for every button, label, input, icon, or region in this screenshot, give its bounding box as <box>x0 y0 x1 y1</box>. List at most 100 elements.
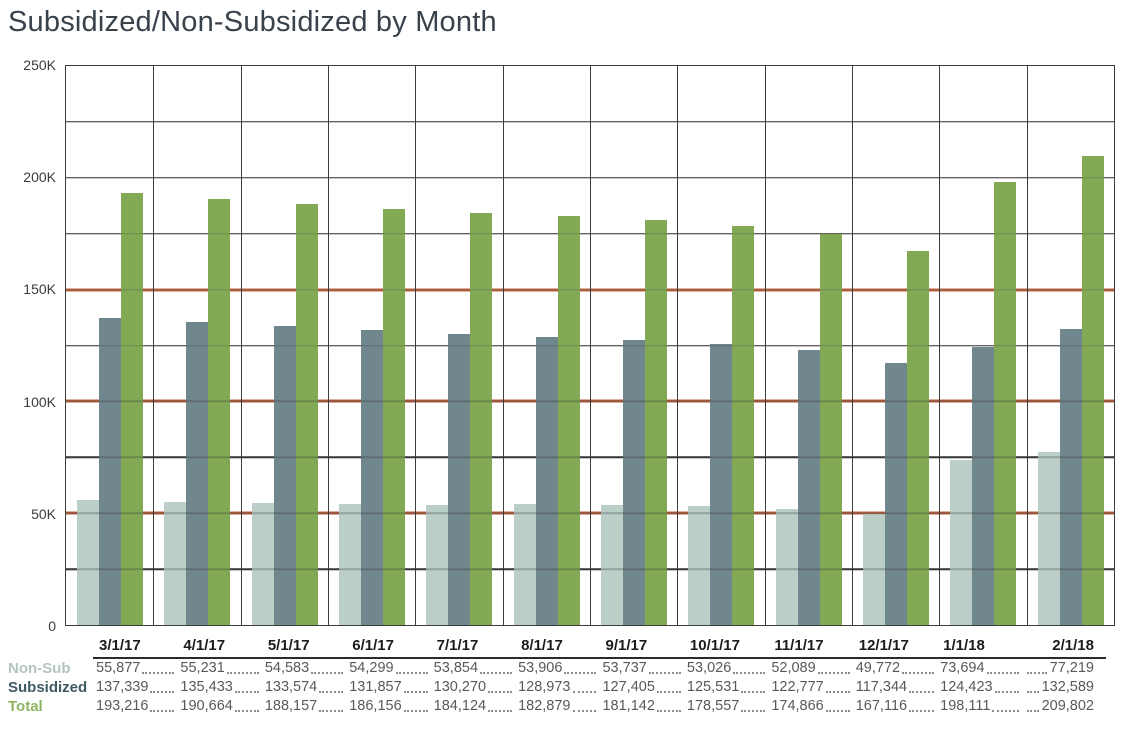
table-value-text: 128,973 <box>518 679 571 695</box>
leader-dots <box>902 672 935 674</box>
table-value-total-3-1-17: 193,216 <box>93 697 177 716</box>
table-value-text: 182,879 <box>518 698 571 714</box>
bar-total-8-1-17[interactable] <box>557 216 580 625</box>
leader-dots <box>488 710 513 712</box>
x-axis-label-10-1-17: 10/1/17 <box>683 637 769 659</box>
bar-total-12-1-17[interactable] <box>907 251 930 625</box>
table-value-subsidized-7-1-17: 130,270 <box>431 678 515 697</box>
data-table: 3/1/17 4/1/17 5/1/17 6/1/17 7/1/17 8/1/17 9/1/… <box>0 637 1106 716</box>
bar-non-sub-4-1-17[interactable] <box>164 501 187 625</box>
table-value-text: 130,270 <box>433 679 487 695</box>
bar-total-2-1-18[interactable] <box>1081 155 1104 625</box>
bar-subsidized-12-1-17[interactable] <box>885 362 908 625</box>
x-axis-label-9-1-17: 9/1/17 <box>599 637 684 659</box>
month-column-5/1/17 <box>240 66 328 625</box>
table-value-text: 188,157 <box>264 698 318 714</box>
chart-title: Subsidized/Non-Subsidized by Month <box>8 6 497 38</box>
table-value-subsidized-2-1-18: 132,589 <box>1022 678 1106 697</box>
bar-total-3-1-17[interactable] <box>120 192 143 625</box>
leader-dots <box>403 691 428 693</box>
table-value-non-sub-8-1-17: 53,906 <box>515 659 599 678</box>
bar-non-sub-12-1-17[interactable] <box>863 513 886 625</box>
bar-total-10-1-17[interactable] <box>732 225 755 625</box>
bar-total-7-1-17[interactable] <box>470 213 493 625</box>
month-column-11/1/17 <box>764 66 852 625</box>
table-value-non-sub-9-1-17: 53,737 <box>599 659 683 678</box>
bar-subsidized-3-1-17[interactable] <box>98 317 121 625</box>
leader-dots <box>319 710 344 712</box>
leader-dots <box>909 710 935 712</box>
leader-dots <box>656 710 681 712</box>
plot-area <box>65 65 1115 626</box>
leader-dots <box>150 691 175 693</box>
bar-subsidized-1-1-18[interactable] <box>972 346 995 625</box>
bar-subsidized-7-1-17[interactable] <box>448 333 471 625</box>
bar-total-11-1-17[interactable] <box>819 234 842 625</box>
bar-non-sub-6-1-17[interactable] <box>339 503 362 625</box>
table-value-text: 132,589 <box>1041 679 1094 695</box>
table-value-text: 167,116 <box>855 698 908 714</box>
leader-dots <box>572 710 597 712</box>
x-axis-label-5-1-17: 5/1/17 <box>261 637 347 659</box>
bar-subsidized-9-1-17[interactable] <box>623 340 646 625</box>
bar-total-5-1-17[interactable] <box>295 204 318 625</box>
table-value-total-2-1-18: 209,802 <box>1022 697 1106 716</box>
table-value-text: 55,877 <box>96 660 141 676</box>
bar-subsidized-4-1-17[interactable] <box>186 322 209 625</box>
table-value-subsidized-3-1-17: 137,339 <box>93 678 177 697</box>
table-value-non-sub-6-1-17: 54,299 <box>346 659 430 678</box>
bar-non-sub-9-1-17[interactable] <box>601 504 624 625</box>
table-value-total-12-1-17: 167,116 <box>853 697 937 716</box>
bar-non-sub-7-1-17[interactable] <box>426 504 449 625</box>
table-value-non-sub-4-1-17: 55,231 <box>177 659 261 678</box>
bar-subsidized-11-1-17[interactable] <box>797 350 820 625</box>
leader-dots <box>480 672 513 674</box>
leader-dots <box>825 710 850 712</box>
bar-total-4-1-17[interactable] <box>208 198 231 625</box>
y-axis-tick-250K: 250K <box>23 57 56 73</box>
leader-dots <box>1026 710 1039 712</box>
table-value-text: 178,557 <box>686 698 740 714</box>
table-value-text: 184,124 <box>433 698 487 714</box>
leader-dots <box>234 710 259 712</box>
bar-non-sub-1-1-18[interactable] <box>950 460 973 625</box>
bar-subsidized-2-1-18[interactable] <box>1059 328 1082 625</box>
table-value-text: 135,433 <box>180 679 233 695</box>
leader-dots <box>656 691 681 693</box>
table-value-text: 127,405 <box>602 679 655 695</box>
table-row-label-total: Total <box>8 698 43 715</box>
bar-total-6-1-17[interactable] <box>383 208 406 625</box>
bar-non-sub-10-1-17[interactable] <box>688 506 711 625</box>
bar-non-sub-3-1-17[interactable] <box>76 500 99 625</box>
table-value-subsidized-10-1-17: 125,531 <box>684 678 768 697</box>
bar-non-sub-2-1-18[interactable] <box>1037 452 1060 625</box>
bar-subsidized-6-1-17[interactable] <box>361 330 384 625</box>
table-value-subsidized-9-1-17: 127,405 <box>599 678 683 697</box>
bar-non-sub-8-1-17[interactable] <box>513 504 536 625</box>
x-axis-label-1-1-18: 1/1/18 <box>937 637 1022 659</box>
table-value-text: 55,231 <box>180 660 225 676</box>
bar-subsidized-8-1-17[interactable] <box>535 336 558 625</box>
table-value-text: 193,216 <box>96 698 149 714</box>
y-axis-tick-200K: 200K <box>23 169 56 186</box>
bar-subsidized-5-1-17[interactable] <box>273 326 296 625</box>
x-axis-label-3-1-17: 3/1/17 <box>93 637 178 659</box>
table-value-text: 122,777 <box>771 679 824 695</box>
bar-non-sub-11-1-17[interactable] <box>775 508 798 625</box>
x-axis-label-6-1-17: 6/1/17 <box>346 637 431 659</box>
leader-dots <box>142 672 175 674</box>
table-value-subsidized-11-1-17: 122,777 <box>768 678 852 697</box>
table-value-text: 53,026 <box>686 660 732 676</box>
bar-total-9-1-17[interactable] <box>645 219 668 625</box>
month-column-4/1/17 <box>153 66 240 625</box>
month-column-8/1/17 <box>502 66 590 625</box>
leader-dots <box>564 672 597 674</box>
bar-subsidized-10-1-17[interactable] <box>710 344 733 625</box>
bar-total-1-1-18[interactable] <box>994 182 1017 625</box>
table-value-subsidized-1-1-18: 124,423 <box>937 678 1021 697</box>
table-value-text: 49,772 <box>855 660 901 676</box>
table-value-text: 174,866 <box>771 698 824 714</box>
bar-non-sub-5-1-17[interactable] <box>251 502 274 625</box>
table-value-text: 198,111 <box>940 698 991 714</box>
y-axis-tick-100K: 100K <box>23 393 56 410</box>
